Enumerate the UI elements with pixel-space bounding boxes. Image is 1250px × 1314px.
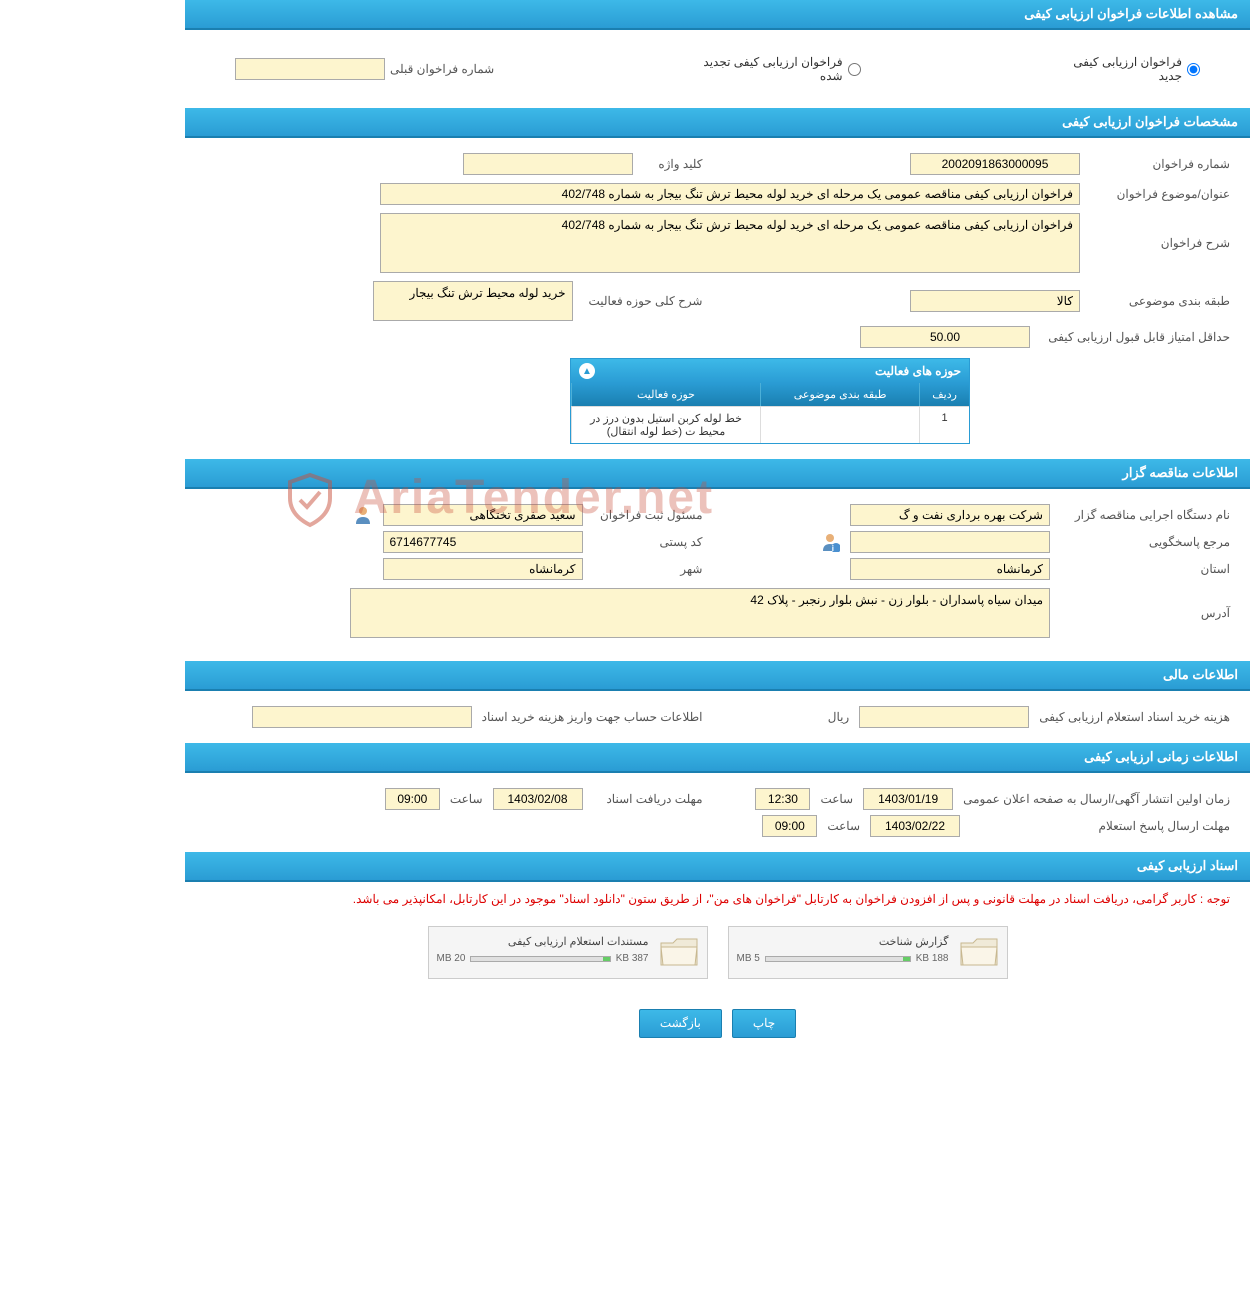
- min-score-label: حداقل امتیاز قابل قبول ارزیابی کیفی: [1040, 330, 1230, 344]
- timing-body: زمان اولین انتشار آگهی/ارسال به صفحه اعل…: [185, 773, 1250, 852]
- city-input[interactable]: [383, 558, 583, 580]
- person-info-icon: i: [820, 532, 840, 552]
- address-label: آدرس: [1060, 606, 1230, 620]
- min-score-input[interactable]: [860, 326, 1030, 348]
- tenderer-header: اطلاعات مناقصه گزار: [185, 459, 1250, 489]
- file-used-1: 188 KB: [916, 953, 949, 964]
- folder-icon: [659, 935, 699, 970]
- city-label: شهر: [593, 562, 703, 576]
- docs-header: اسناد ارزیابی کیفی: [185, 852, 1250, 882]
- progress-bar-2: [470, 956, 610, 962]
- org-input[interactable]: [850, 504, 1050, 526]
- timing-header: اطلاعات زمانی ارزیابی کیفی: [185, 743, 1250, 773]
- purchase-cost-label: هزینه خرید اسناد استعلام ارزیابی کیفی: [1039, 710, 1230, 724]
- row-category: [760, 407, 919, 443]
- desc-label: شرح فراخوان: [1090, 236, 1230, 250]
- activity-summary-label: شرح کلی حوزه فعالیت: [583, 294, 703, 308]
- account-info-label: اطلاعات حساب جهت واریز هزینه خرید اسناد: [482, 710, 703, 724]
- keyword-input[interactable]: [463, 153, 633, 175]
- file-box-2[interactable]: مستندات استعلام ارزیابی کیفی 387 KB 20 M…: [428, 926, 708, 979]
- radio-renewed-input[interactable]: [848, 63, 861, 76]
- purchase-cost-unit: ریال: [828, 710, 850, 724]
- address-textarea[interactable]: [350, 588, 1050, 638]
- prev-num-label: شماره فراخوان قبلی: [390, 62, 494, 76]
- radio-renewed-label: فراخوان ارزیابی کیفی تجدید شده: [694, 55, 842, 83]
- response-deadline-time-input[interactable]: [762, 815, 817, 837]
- province-input[interactable]: [850, 558, 1050, 580]
- progress-bar-1: [765, 956, 911, 962]
- responder-label: مرجع پاسخگویی: [1060, 535, 1230, 549]
- response-deadline-label: مهلت ارسال پاسخ استعلام: [970, 819, 1230, 833]
- col-activity-header: حوزه فعالیت: [571, 383, 760, 406]
- purchase-cost-input[interactable]: [859, 706, 1029, 728]
- print-button[interactable]: چاپ: [732, 1009, 796, 1038]
- person-icon: [353, 505, 373, 525]
- file-title-2: مستندات استعلام ارزیابی کیفی: [437, 935, 649, 948]
- file-box-1[interactable]: گزارش شناخت 188 KB 5 MB: [728, 926, 1008, 979]
- postal-label: کد پستی: [593, 535, 703, 549]
- call-num-label: شماره فراخوان: [1090, 157, 1230, 171]
- financial-header: اطلاعات مالی: [185, 661, 1250, 691]
- file-total-2: 20 MB: [437, 953, 466, 964]
- activities-table: حوزه های فعالیت ▲ ردیف طبقه بندی موضوعی …: [570, 358, 970, 444]
- tenderer-body: نام دستگاه اجرایی مناقصه گزار مسئول ثبت …: [185, 489, 1250, 661]
- page-title: مشاهده اطلاعات فراخوان ارزیابی کیفی: [185, 0, 1250, 30]
- financial-body: هزینه خرید اسناد استعلام ارزیابی کیفی ری…: [185, 691, 1250, 743]
- radio-renewed-call[interactable]: فراخوان ارزیابی کیفی تجدید شده: [694, 55, 860, 83]
- prev-num-input[interactable]: [235, 58, 385, 80]
- org-label: نام دستگاه اجرایی مناقصه گزار: [1060, 508, 1230, 522]
- category-input[interactable]: [910, 290, 1080, 312]
- time-label-3: ساعت: [827, 819, 860, 833]
- svg-text:i: i: [832, 544, 834, 552]
- back-button[interactable]: بازگشت: [639, 1009, 722, 1038]
- province-label: استان: [1060, 562, 1230, 576]
- button-row: چاپ بازگشت: [185, 989, 1250, 1058]
- doc-deadline-date-input[interactable]: [493, 788, 583, 810]
- col-category-header: طبقه بندی موضوعی: [760, 383, 919, 406]
- folder-icon: [959, 935, 999, 970]
- docs-notice: توجه : کاربر گرامی، دریافت اسناد در مهلت…: [185, 882, 1250, 916]
- radio-new-label: فراخوان ارزیابی کیفی جدید: [1061, 55, 1182, 83]
- file-total-1: 5 MB: [737, 953, 760, 964]
- file-title-1: گزارش شناخت: [737, 935, 949, 948]
- desc-textarea[interactable]: [380, 213, 1080, 273]
- activities-table-title: حوزه های فعالیت: [875, 364, 961, 378]
- first-pub-time-input[interactable]: [755, 788, 810, 810]
- call-type-section: فراخوان ارزیابی کیفی جدید فراخوان ارزیاب…: [185, 30, 1250, 108]
- row-activity: خط لوله کربن استیل بدون درز در محیط ت (خ…: [571, 407, 760, 443]
- subject-input[interactable]: [380, 183, 1080, 205]
- table-row: 1 خط لوله کربن استیل بدون درز در محیط ت …: [571, 406, 969, 443]
- time-label-1: ساعت: [820, 792, 853, 806]
- response-deadline-date-input[interactable]: [870, 815, 960, 837]
- registrar-input[interactable]: [383, 504, 583, 526]
- specs-body: شماره فراخوان کلید واژه عنوان/موضوع فراخ…: [185, 138, 1250, 459]
- radio-new-call[interactable]: فراخوان ارزیابی کیفی جدید: [1061, 55, 1200, 83]
- first-pub-label: زمان اولین انتشار آگهی/ارسال به صفحه اعل…: [963, 792, 1230, 806]
- registrar-label: مسئول ثبت فراخوان: [593, 508, 703, 522]
- account-info-input[interactable]: [252, 706, 472, 728]
- call-num-input[interactable]: [910, 153, 1080, 175]
- col-row-header: ردیف: [919, 383, 969, 406]
- subject-label: عنوان/موضوع فراخوان: [1090, 187, 1230, 201]
- file-boxes: گزارش شناخت 188 KB 5 MB مستندات استعلام …: [185, 916, 1250, 989]
- collapse-icon[interactable]: ▲: [579, 363, 595, 379]
- activity-summary-textarea[interactable]: [373, 281, 573, 321]
- specs-header: مشخصات فراخوان ارزیابی کیفی: [185, 108, 1250, 138]
- keyword-label: کلید واژه: [643, 157, 703, 171]
- category-label: طبقه بندی موضوعی: [1090, 294, 1230, 308]
- file-used-2: 387 KB: [616, 953, 649, 964]
- responder-input[interactable]: [850, 531, 1050, 553]
- postal-input[interactable]: [383, 531, 583, 553]
- doc-deadline-label: مهلت دریافت اسناد: [593, 792, 703, 806]
- radio-new-input[interactable]: [1187, 63, 1200, 76]
- time-label-2: ساعت: [450, 792, 483, 806]
- row-idx: 1: [919, 407, 969, 443]
- doc-deadline-time-input[interactable]: [385, 788, 440, 810]
- first-pub-date-input[interactable]: [863, 788, 953, 810]
